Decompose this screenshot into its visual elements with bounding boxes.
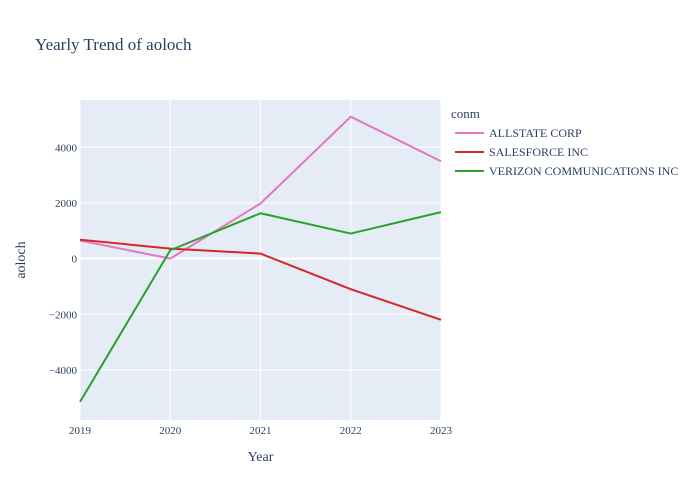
series-line-3 — [79, 211, 442, 403]
legend: conm ALLSTATE CORP SALESFORCE INC VERIZON … — [451, 106, 678, 178]
series-line-1 — [79, 115, 442, 260]
x-tick-label: 2022 — [340, 425, 362, 437]
x-tick-label: 2020 — [159, 425, 182, 437]
y-axis-title: aoloch — [14, 241, 29, 278]
legend-item-label: ALLSTATE CORP — [489, 126, 582, 140]
x-tick-label: 2023 — [430, 425, 453, 437]
y-tick-label: 2000 — [55, 198, 78, 210]
y-tick-label: 4000 — [55, 142, 78, 154]
y-tick-label: −4000 — [49, 365, 78, 377]
y-tick-label: −2000 — [49, 309, 78, 321]
series-line-2 — [79, 238, 442, 321]
legend-title: conm — [451, 106, 480, 121]
x-axis-title: Year — [248, 450, 274, 465]
y-tick-label: 0 — [72, 254, 78, 266]
legend-item-label: SALESFORCE INC — [489, 145, 588, 159]
x-axis-ticks: 2019 2020 2021 2022 2023 — [69, 425, 453, 437]
chart-title: Yearly Trend of aoloch — [35, 35, 192, 54]
x-tick-label: 2019 — [69, 425, 92, 437]
y-axis-ticks: −4000 −2000 0 2000 4000 — [49, 142, 78, 377]
series-lines — [79, 115, 442, 403]
x-tick-label: 2021 — [250, 425, 272, 437]
legend-item-label: VERIZON COMMUNICATIONS INC — [489, 164, 678, 178]
grid-lines — [79, 100, 442, 420]
